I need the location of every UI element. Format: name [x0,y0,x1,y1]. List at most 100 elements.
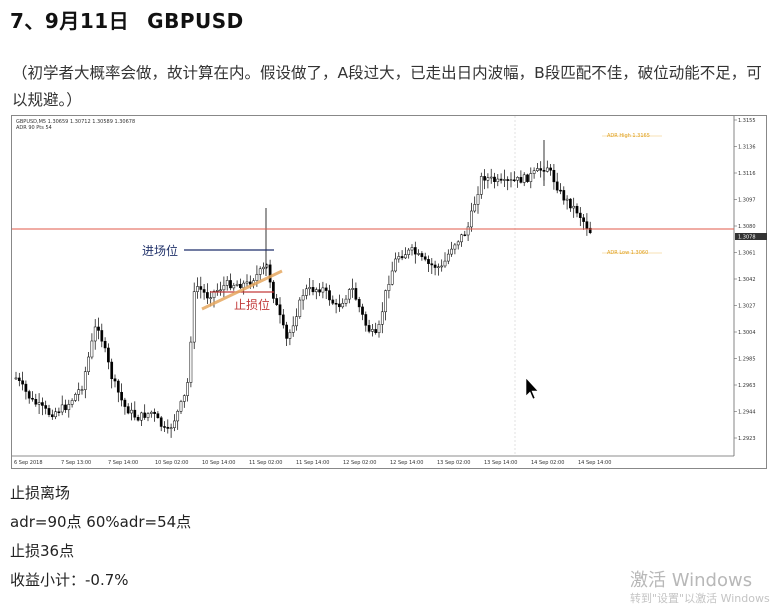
candle-body [582,217,585,222]
candle-body [50,414,54,418]
page-heading: 7、9月11日 GBPUSD [10,5,244,34]
entry-annotation: 进场位 [142,244,179,258]
result-line-adr: adr=90点 60%adr=54点 [10,513,192,531]
candle-body [229,280,232,289]
candle-body [470,210,473,228]
candle-body [499,178,503,181]
candle-body [522,174,526,183]
candle-body [215,290,219,292]
candle-body [443,260,447,267]
candle-body [516,177,519,181]
candle-body [232,285,236,289]
time-tick-label: 7 Sep 13:00 [61,460,91,466]
candle-body [512,179,516,182]
trend-line [201,269,283,311]
candle-body [288,332,292,339]
candle-body [344,298,348,304]
candle-body [509,179,513,182]
candle-body [186,382,189,396]
candle-body [21,380,24,385]
candle-body [539,168,543,171]
candle-body [486,177,490,181]
price-tick-label: 1.2963 [738,383,756,389]
candle-body [314,289,318,293]
price-chart[interactable]: 1.3155 1.3136 1.3116 1.3097 1.3080 1.3061 1.30… [11,115,767,469]
candle-body [575,205,579,214]
time-tick-label: 11 Sep 14:00 [296,460,329,466]
candle-body [83,371,87,390]
windows-watermark: 激活 Windows [630,570,753,591]
candle-body [384,290,387,313]
candle-body [189,341,193,383]
candle-body [555,181,559,191]
candle-body [549,167,552,171]
candle-body [489,176,493,179]
candle-body [453,244,457,250]
candle-body [146,413,150,418]
candle-body [562,190,566,201]
time-tick-label: 14 Sep 02:00 [531,460,564,466]
candle-body [130,409,133,414]
candle-body [219,289,222,292]
candle-body [202,289,206,293]
candle-body [364,314,368,326]
candle-body [529,173,533,182]
candle-body [34,398,38,405]
time-tick-label: 12 Sep 14:00 [390,460,423,466]
candle-body [559,189,562,192]
candle-body [54,411,57,418]
candle-body [338,303,341,308]
heading-date: 7、9月11日 [10,9,130,33]
candle-body [390,270,394,285]
candle-body [463,234,467,237]
candle-body [31,397,34,400]
price-tick-label: 1.3061 [738,251,756,257]
result-line-pnl: 收益小计：-0.7% [10,571,129,589]
candle-body [275,298,279,305]
candle-body [262,266,265,270]
candle-body [199,286,203,290]
time-tick-label: 7 Sep 14:00 [108,460,138,466]
candle-body [552,169,556,183]
time-tick-label: 13 Sep 14:00 [484,460,517,466]
candle-body [400,256,404,259]
candle-body [133,409,137,418]
candle-body [354,288,358,300]
price-tick-label: 1.3116 [738,171,756,177]
candle-body [179,401,183,412]
chart-info: GBPUSD,M5 1.30659 1.30712 1.30589 1.3067… [16,119,135,131]
chart-canvas: 1.3155 1.3136 1.3116 1.3097 1.3080 1.3061 1.30… [12,116,767,466]
candle-body [585,221,589,229]
candle-body [361,306,364,315]
time-tick-label: 13 Sep 02:00 [437,460,470,466]
price-tick-label: 1.3155 [738,118,756,124]
price-tick-label: 1.3042 [738,277,756,283]
candle-body [120,391,123,401]
chart-info-line2: ADR 90 Pts 54 [16,125,52,131]
candle-body [248,281,252,285]
candle-body [407,249,411,255]
current-price-label: 1.3078 [738,235,756,241]
candle-body [285,324,288,339]
candle-body [159,417,163,427]
candle-body [588,227,592,233]
windows-watermark-sub: 转到"设置"以激活 Windows [630,592,770,605]
candle-body [430,263,434,266]
candle-body [149,411,153,414]
candle-body [460,234,463,243]
candle-body [536,168,539,171]
time-tick-label: 10 Sep 14:00 [202,460,235,466]
heading-symbol: GBPUSD [147,9,244,33]
candle-body [156,413,160,418]
candle-body [278,304,282,316]
candle-body [242,282,246,288]
candle-body [90,340,94,358]
candle-body [17,377,21,381]
candle-body [476,194,480,205]
candle-body [41,402,44,406]
candle-body [413,247,417,255]
candle-body [77,389,81,395]
candle-body [305,288,308,296]
candle-body [192,291,196,343]
time-tick-label: 14 Sep 14:00 [578,460,611,466]
